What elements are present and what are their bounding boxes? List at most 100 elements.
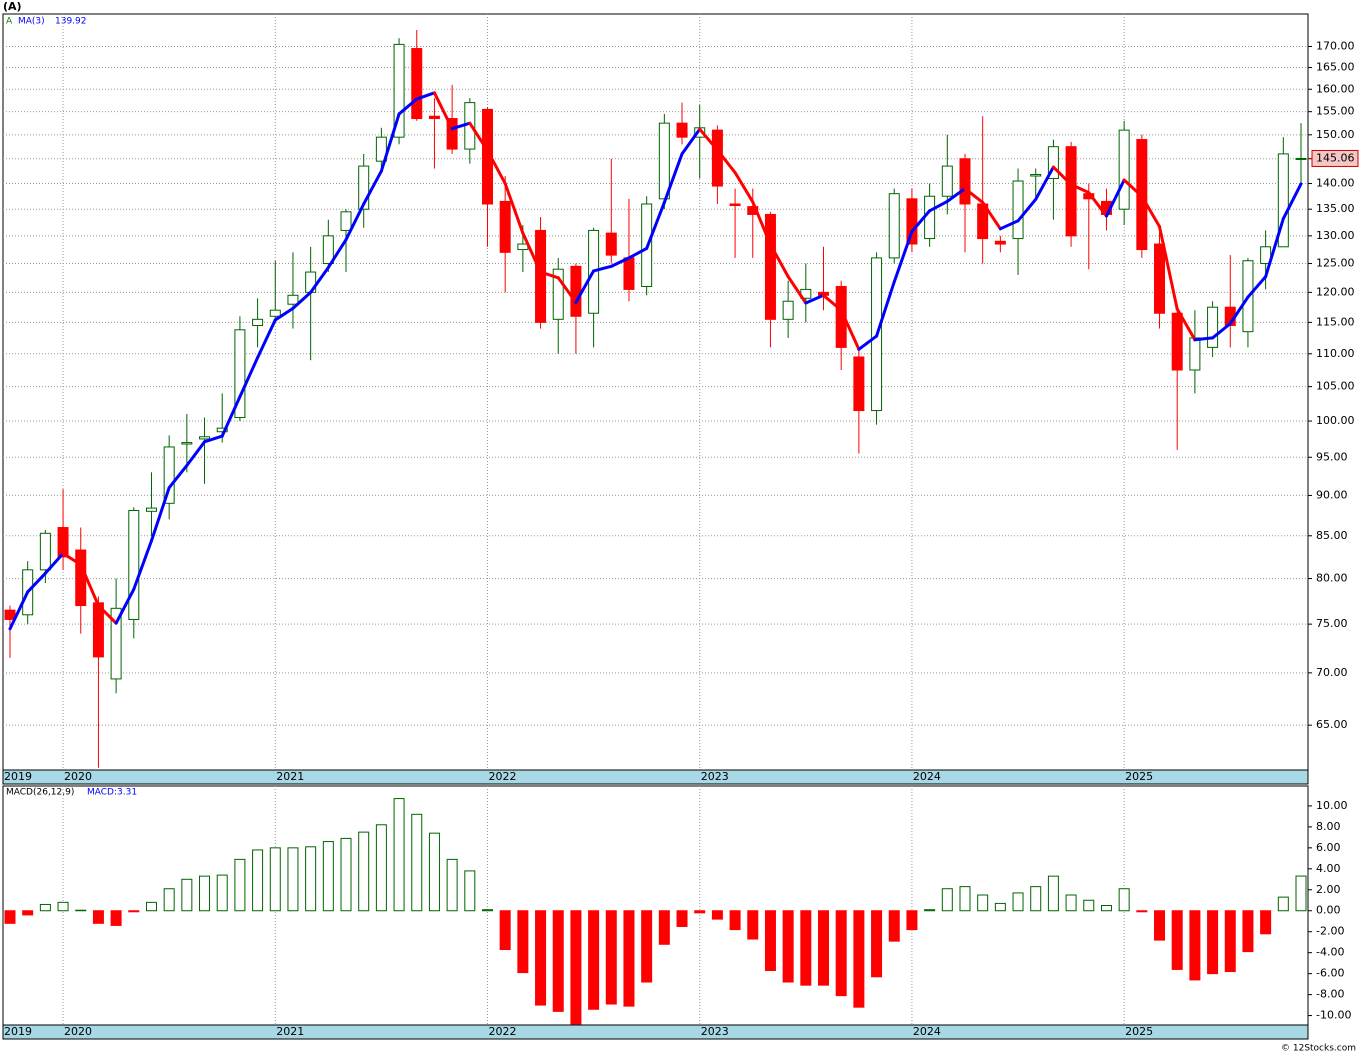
macd-bar — [446, 858, 458, 912]
macd-title: MACD(26,12,9) — [6, 788, 74, 798]
macd-bar — [110, 910, 122, 926]
macd-bar — [1083, 899, 1095, 912]
macd-bar — [676, 910, 688, 927]
macd-bar — [1207, 910, 1219, 975]
macd-bar — [552, 910, 564, 1012]
candle-body — [764, 213, 776, 320]
candle-body — [375, 136, 387, 162]
macd-bar — [92, 910, 104, 924]
macd-bar — [1047, 875, 1059, 912]
ma-segment — [662, 152, 684, 204]
last-price-box — [1311, 149, 1359, 167]
chart-title: (A) — [3, 0, 22, 13]
macd-bar — [535, 910, 547, 1006]
y-tick-label: 4.00 — [1316, 862, 1341, 875]
y-tick-label: -10.00 — [1316, 1009, 1351, 1022]
macd-bar — [22, 910, 34, 916]
ma-segment — [1016, 197, 1038, 223]
y-tick-label: 140.00 — [1316, 177, 1355, 190]
macd-bar — [517, 910, 529, 974]
candle-body — [517, 243, 529, 251]
candle-body — [4, 609, 16, 620]
candle-body — [906, 198, 918, 245]
ma-segment — [238, 356, 260, 399]
macd-bar — [658, 910, 670, 945]
candle-body — [658, 122, 670, 200]
y-tick-label: -8.00 — [1316, 988, 1344, 1001]
candle-body — [1012, 180, 1024, 240]
macd-bar — [181, 878, 193, 912]
x-tick-label: 2021 — [276, 1025, 304, 1038]
ma-segment — [256, 318, 277, 360]
candle-body — [994, 240, 1006, 245]
ma-segment — [132, 539, 153, 591]
macd-bar — [570, 910, 582, 1025]
x-tick-label: 2023 — [701, 1025, 729, 1038]
macd-bar — [729, 910, 741, 931]
ma-segment — [680, 127, 702, 156]
macd-bar — [994, 902, 1006, 912]
macd-bar — [1171, 910, 1183, 970]
candle-body — [428, 115, 440, 120]
ma-segment — [344, 202, 366, 242]
macd-bar — [128, 910, 140, 913]
ma-segment — [1051, 165, 1073, 187]
ma-segment — [521, 231, 543, 274]
candle-body — [110, 607, 122, 680]
x-tick-label: 2025 — [1125, 770, 1153, 783]
candle-body — [835, 285, 847, 348]
y-tick-label: 155.00 — [1316, 105, 1355, 118]
ma-segment — [698, 127, 719, 152]
ma-segment — [273, 306, 295, 322]
y-tick-label: 150.00 — [1316, 128, 1355, 141]
y-tick-label: 160.00 — [1316, 82, 1355, 95]
candle-body — [340, 211, 352, 231]
macd-bar — [871, 910, 883, 978]
ma-segment — [892, 230, 914, 284]
ma-segment — [79, 563, 100, 608]
ma-segment — [96, 604, 118, 625]
candle-body — [1189, 337, 1201, 371]
ma-segment — [804, 293, 826, 305]
ma-segment — [928, 199, 949, 213]
ma-segment — [822, 293, 843, 312]
candle-body — [623, 257, 635, 290]
ma-segment — [945, 187, 967, 203]
macd-bar — [1065, 894, 1077, 912]
macd-bar — [959, 886, 971, 912]
macd-bar — [1242, 910, 1254, 953]
y-tick-label: 100.00 — [1316, 414, 1355, 427]
macd-bar — [1118, 888, 1130, 912]
ma-segment — [203, 434, 224, 444]
macd-bar — [411, 813, 423, 912]
x-tick-label: 2019 — [4, 1025, 32, 1038]
y-tick-label: 85.00 — [1316, 529, 1348, 542]
candle-body — [39, 532, 51, 571]
macd-bar — [375, 824, 387, 912]
ma-segment — [1069, 183, 1091, 195]
ma-segment — [1228, 295, 1250, 326]
candle-body — [1171, 312, 1183, 371]
ma-segment — [43, 551, 65, 575]
candle-body — [234, 329, 246, 419]
x-tick-label: 2021 — [276, 770, 304, 783]
candle-body — [676, 122, 688, 138]
ma-segment — [309, 265, 330, 294]
macd-bar — [941, 888, 953, 912]
ma-segment — [1175, 307, 1197, 342]
candle-body — [1118, 129, 1130, 210]
ma-segment — [539, 270, 560, 280]
macd-bar — [1136, 910, 1148, 913]
ma-segment — [450, 121, 472, 131]
ma-segment — [362, 169, 383, 206]
candle-body — [729, 203, 741, 207]
macd-bar — [145, 901, 157, 912]
x-tick-label: 2022 — [488, 770, 516, 783]
ma-segment — [1122, 178, 1144, 198]
ma-segment — [114, 587, 136, 625]
ma-segment — [786, 275, 808, 305]
x-tick-label: 2020 — [64, 770, 92, 783]
ma-segment — [556, 276, 578, 304]
macd-bar — [358, 831, 370, 912]
macd-bar — [322, 841, 334, 912]
